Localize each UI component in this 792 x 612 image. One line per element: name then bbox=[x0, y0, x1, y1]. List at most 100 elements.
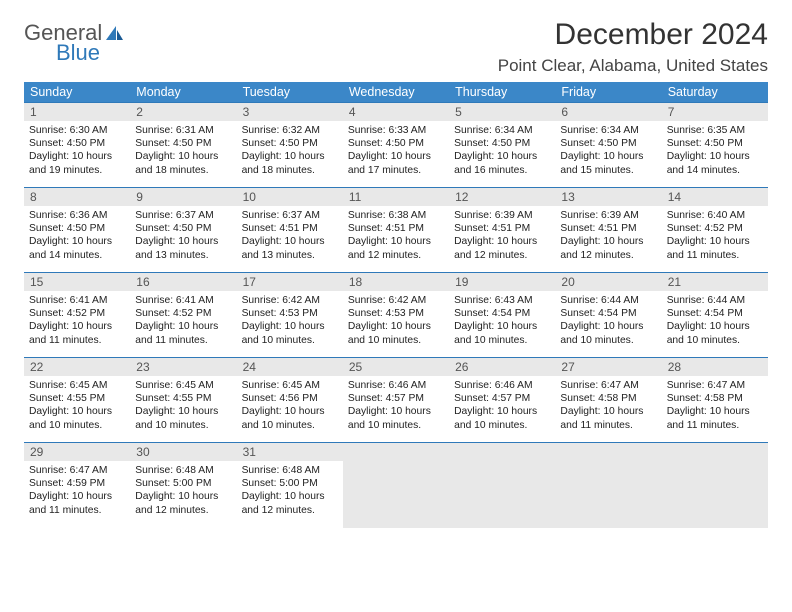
day-body: Sunrise: 6:35 AMSunset: 4:50 PMDaylight:… bbox=[662, 121, 768, 180]
calendar-cell: 12Sunrise: 6:39 AMSunset: 4:51 PMDayligh… bbox=[449, 188, 555, 273]
calendar-cell: 14Sunrise: 6:40 AMSunset: 4:52 PMDayligh… bbox=[662, 188, 768, 273]
day-body: Sunrise: 6:45 AMSunset: 4:55 PMDaylight:… bbox=[24, 376, 130, 435]
calendar-page: General Blue December 2024 Point Clear, … bbox=[0, 0, 792, 528]
day-number: 8 bbox=[24, 188, 130, 206]
day-number: 15 bbox=[24, 273, 130, 291]
calendar-row: 8Sunrise: 6:36 AMSunset: 4:50 PMDaylight… bbox=[24, 188, 768, 273]
calendar-cell: 4Sunrise: 6:33 AMSunset: 4:50 PMDaylight… bbox=[343, 103, 449, 188]
day-number: 1 bbox=[24, 103, 130, 121]
day-body: Sunrise: 6:46 AMSunset: 4:57 PMDaylight:… bbox=[343, 376, 449, 435]
calendar-cell: 19Sunrise: 6:43 AMSunset: 4:54 PMDayligh… bbox=[449, 273, 555, 358]
day-number: 22 bbox=[24, 358, 130, 376]
day-body: Sunrise: 6:44 AMSunset: 4:54 PMDaylight:… bbox=[662, 291, 768, 350]
calendar-cell: 17Sunrise: 6:42 AMSunset: 4:53 PMDayligh… bbox=[237, 273, 343, 358]
calendar-cell: 25Sunrise: 6:46 AMSunset: 4:57 PMDayligh… bbox=[343, 358, 449, 443]
logo: General Blue bbox=[24, 18, 124, 64]
calendar-cell: 22Sunrise: 6:45 AMSunset: 4:55 PMDayligh… bbox=[24, 358, 130, 443]
day-number: 16 bbox=[130, 273, 236, 291]
day-body: Sunrise: 6:39 AMSunset: 4:51 PMDaylight:… bbox=[555, 206, 661, 265]
day-body: Sunrise: 6:36 AMSunset: 4:50 PMDaylight:… bbox=[24, 206, 130, 265]
day-number: 6 bbox=[555, 103, 661, 121]
calendar-cell: 13Sunrise: 6:39 AMSunset: 4:51 PMDayligh… bbox=[555, 188, 661, 273]
day-body: Sunrise: 6:40 AMSunset: 4:52 PMDaylight:… bbox=[662, 206, 768, 265]
day-body: Sunrise: 6:44 AMSunset: 4:54 PMDaylight:… bbox=[555, 291, 661, 350]
day-body: Sunrise: 6:45 AMSunset: 4:56 PMDaylight:… bbox=[237, 376, 343, 435]
calendar-cell: 18Sunrise: 6:42 AMSunset: 4:53 PMDayligh… bbox=[343, 273, 449, 358]
calendar-body: 1Sunrise: 6:30 AMSunset: 4:50 PMDaylight… bbox=[24, 103, 768, 528]
calendar-cell: 7Sunrise: 6:35 AMSunset: 4:50 PMDaylight… bbox=[662, 103, 768, 188]
calendar-row: 22Sunrise: 6:45 AMSunset: 4:55 PMDayligh… bbox=[24, 358, 768, 443]
sail-icon bbox=[104, 24, 124, 49]
day-body: Sunrise: 6:34 AMSunset: 4:50 PMDaylight:… bbox=[555, 121, 661, 180]
day-number: 18 bbox=[343, 273, 449, 291]
day-body: Sunrise: 6:38 AMSunset: 4:51 PMDaylight:… bbox=[343, 206, 449, 265]
day-number: 28 bbox=[662, 358, 768, 376]
calendar-cell: 28Sunrise: 6:47 AMSunset: 4:58 PMDayligh… bbox=[662, 358, 768, 443]
day-body: Sunrise: 6:47 AMSunset: 4:58 PMDaylight:… bbox=[555, 376, 661, 435]
day-body: Sunrise: 6:47 AMSunset: 4:59 PMDaylight:… bbox=[24, 461, 130, 520]
day-body: Sunrise: 6:39 AMSunset: 4:51 PMDaylight:… bbox=[449, 206, 555, 265]
weekday-header: Tuesday bbox=[237, 82, 343, 103]
calendar-cell bbox=[662, 443, 768, 528]
day-body: Sunrise: 6:48 AMSunset: 5:00 PMDaylight:… bbox=[130, 461, 236, 520]
day-number: 5 bbox=[449, 103, 555, 121]
calendar-cell: 26Sunrise: 6:46 AMSunset: 4:57 PMDayligh… bbox=[449, 358, 555, 443]
calendar-cell: 2Sunrise: 6:31 AMSunset: 4:50 PMDaylight… bbox=[130, 103, 236, 188]
logo-word2: Blue bbox=[56, 42, 102, 64]
day-body: Sunrise: 6:43 AMSunset: 4:54 PMDaylight:… bbox=[449, 291, 555, 350]
calendar-row: 1Sunrise: 6:30 AMSunset: 4:50 PMDaylight… bbox=[24, 103, 768, 188]
day-number: 14 bbox=[662, 188, 768, 206]
calendar-cell: 23Sunrise: 6:45 AMSunset: 4:55 PMDayligh… bbox=[130, 358, 236, 443]
day-number: 20 bbox=[555, 273, 661, 291]
calendar-cell: 31Sunrise: 6:48 AMSunset: 5:00 PMDayligh… bbox=[237, 443, 343, 528]
day-number: 11 bbox=[343, 188, 449, 206]
calendar-cell: 3Sunrise: 6:32 AMSunset: 4:50 PMDaylight… bbox=[237, 103, 343, 188]
day-number: 29 bbox=[24, 443, 130, 461]
calendar-cell: 24Sunrise: 6:45 AMSunset: 4:56 PMDayligh… bbox=[237, 358, 343, 443]
weekday-header: Wednesday bbox=[343, 82, 449, 103]
day-body: Sunrise: 6:42 AMSunset: 4:53 PMDaylight:… bbox=[237, 291, 343, 350]
day-number: 12 bbox=[449, 188, 555, 206]
logo-text: General Blue bbox=[24, 22, 102, 64]
day-body: Sunrise: 6:37 AMSunset: 4:50 PMDaylight:… bbox=[130, 206, 236, 265]
day-number: 10 bbox=[237, 188, 343, 206]
calendar-table: Sunday Monday Tuesday Wednesday Thursday… bbox=[24, 82, 768, 528]
day-body: Sunrise: 6:46 AMSunset: 4:57 PMDaylight:… bbox=[449, 376, 555, 435]
calendar-cell: 9Sunrise: 6:37 AMSunset: 4:50 PMDaylight… bbox=[130, 188, 236, 273]
calendar-cell: 20Sunrise: 6:44 AMSunset: 4:54 PMDayligh… bbox=[555, 273, 661, 358]
calendar-cell: 16Sunrise: 6:41 AMSunset: 4:52 PMDayligh… bbox=[130, 273, 236, 358]
day-number: 19 bbox=[449, 273, 555, 291]
day-body: Sunrise: 6:48 AMSunset: 5:00 PMDaylight:… bbox=[237, 461, 343, 520]
day-body: Sunrise: 6:34 AMSunset: 4:50 PMDaylight:… bbox=[449, 121, 555, 180]
day-body: Sunrise: 6:32 AMSunset: 4:50 PMDaylight:… bbox=[237, 121, 343, 180]
day-body: Sunrise: 6:41 AMSunset: 4:52 PMDaylight:… bbox=[24, 291, 130, 350]
month-title: December 2024 bbox=[498, 18, 768, 52]
calendar-cell: 11Sunrise: 6:38 AMSunset: 4:51 PMDayligh… bbox=[343, 188, 449, 273]
day-number: 24 bbox=[237, 358, 343, 376]
calendar-cell bbox=[343, 443, 449, 528]
day-number: 2 bbox=[130, 103, 236, 121]
day-body: Sunrise: 6:41 AMSunset: 4:52 PMDaylight:… bbox=[130, 291, 236, 350]
day-number: 9 bbox=[130, 188, 236, 206]
day-number: 4 bbox=[343, 103, 449, 121]
day-body: Sunrise: 6:33 AMSunset: 4:50 PMDaylight:… bbox=[343, 121, 449, 180]
weekday-header: Saturday bbox=[662, 82, 768, 103]
day-number: 17 bbox=[237, 273, 343, 291]
day-number: 30 bbox=[130, 443, 236, 461]
calendar-cell: 6Sunrise: 6:34 AMSunset: 4:50 PMDaylight… bbox=[555, 103, 661, 188]
calendar-cell: 30Sunrise: 6:48 AMSunset: 5:00 PMDayligh… bbox=[130, 443, 236, 528]
calendar-cell: 10Sunrise: 6:37 AMSunset: 4:51 PMDayligh… bbox=[237, 188, 343, 273]
day-number: 26 bbox=[449, 358, 555, 376]
calendar-cell bbox=[555, 443, 661, 528]
calendar-cell: 8Sunrise: 6:36 AMSunset: 4:50 PMDaylight… bbox=[24, 188, 130, 273]
day-body: Sunrise: 6:42 AMSunset: 4:53 PMDaylight:… bbox=[343, 291, 449, 350]
weekday-header: Friday bbox=[555, 82, 661, 103]
calendar-cell: 5Sunrise: 6:34 AMSunset: 4:50 PMDaylight… bbox=[449, 103, 555, 188]
calendar-cell bbox=[449, 443, 555, 528]
weekday-header: Thursday bbox=[449, 82, 555, 103]
day-body: Sunrise: 6:47 AMSunset: 4:58 PMDaylight:… bbox=[662, 376, 768, 435]
calendar-row: 29Sunrise: 6:47 AMSunset: 4:59 PMDayligh… bbox=[24, 443, 768, 528]
calendar-row: 15Sunrise: 6:41 AMSunset: 4:52 PMDayligh… bbox=[24, 273, 768, 358]
day-number: 13 bbox=[555, 188, 661, 206]
calendar-cell: 15Sunrise: 6:41 AMSunset: 4:52 PMDayligh… bbox=[24, 273, 130, 358]
